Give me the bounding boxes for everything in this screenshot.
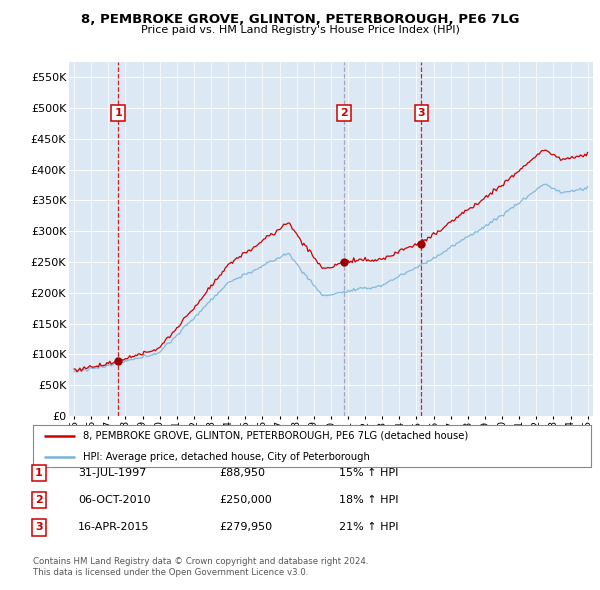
Text: HPI: Average price, detached house, City of Peterborough: HPI: Average price, detached house, City… (83, 452, 370, 462)
Text: Contains HM Land Registry data © Crown copyright and database right 2024.: Contains HM Land Registry data © Crown c… (33, 558, 368, 566)
Text: 2: 2 (340, 109, 348, 118)
Text: 15% ↑ HPI: 15% ↑ HPI (339, 468, 398, 478)
Text: 06-OCT-2010: 06-OCT-2010 (78, 496, 151, 505)
Text: £279,950: £279,950 (219, 523, 272, 532)
Text: 3: 3 (418, 109, 425, 118)
Text: 16-APR-2015: 16-APR-2015 (78, 523, 149, 532)
Text: 31-JUL-1997: 31-JUL-1997 (78, 468, 146, 478)
Text: £250,000: £250,000 (219, 496, 272, 505)
Text: 1: 1 (115, 109, 122, 118)
Text: 18% ↑ HPI: 18% ↑ HPI (339, 496, 398, 505)
Text: 2: 2 (35, 496, 43, 505)
Text: Price paid vs. HM Land Registry's House Price Index (HPI): Price paid vs. HM Land Registry's House … (140, 25, 460, 35)
Text: 8, PEMBROKE GROVE, GLINTON, PETERBOROUGH, PE6 7LG (detached house): 8, PEMBROKE GROVE, GLINTON, PETERBOROUGH… (83, 431, 469, 441)
Text: 3: 3 (35, 523, 43, 532)
Text: This data is licensed under the Open Government Licence v3.0.: This data is licensed under the Open Gov… (33, 568, 308, 577)
Text: £88,950: £88,950 (219, 468, 265, 478)
Text: 1: 1 (35, 468, 43, 478)
Text: 21% ↑ HPI: 21% ↑ HPI (339, 523, 398, 532)
Text: 8, PEMBROKE GROVE, GLINTON, PETERBOROUGH, PE6 7LG: 8, PEMBROKE GROVE, GLINTON, PETERBOROUGH… (81, 13, 519, 26)
